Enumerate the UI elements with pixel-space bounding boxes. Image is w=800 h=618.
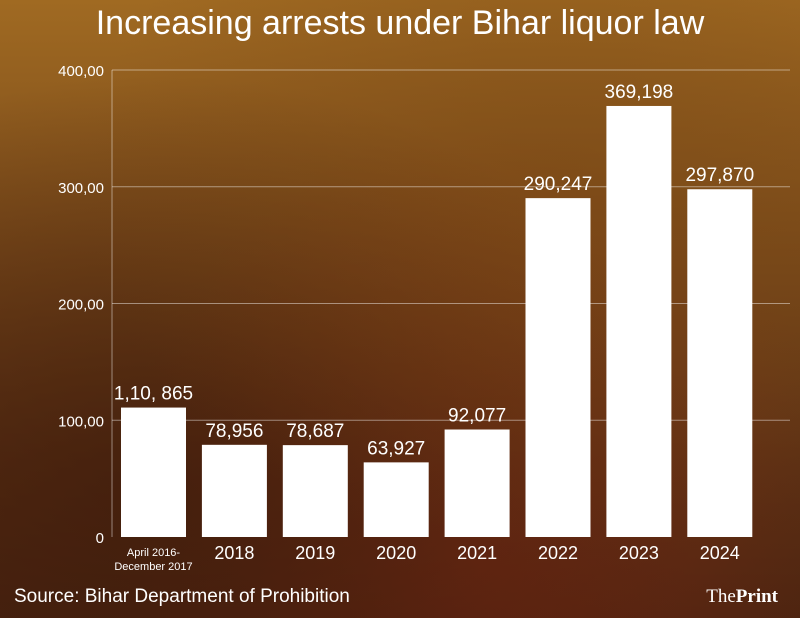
bar — [201, 444, 267, 537]
x-tick-label: 2024 — [700, 543, 740, 563]
bar — [606, 105, 672, 537]
x-tick-label: December 2017 — [114, 561, 192, 573]
bar — [525, 198, 591, 537]
logo-print: Print — [735, 586, 778, 607]
y-tick-label: 400,00 — [58, 63, 104, 80]
bar — [687, 189, 753, 538]
data-label: 78,687 — [286, 421, 344, 442]
data-label: 369,198 — [605, 82, 674, 103]
y-tick-label: 200,00 — [58, 297, 104, 314]
x-tick-label: April 2016- — [127, 547, 181, 559]
bar — [121, 407, 186, 537]
bar — [282, 445, 348, 537]
y-tick-label: 0 — [96, 530, 104, 547]
data-label: 92,077 — [448, 406, 506, 427]
data-label: 63,927 — [367, 438, 425, 459]
theprint-logo: ThePrint — [706, 586, 778, 608]
x-tick-label: 2019 — [295, 543, 335, 563]
x-tick-label: 2021 — [457, 543, 497, 563]
x-tick-label: 2018 — [214, 543, 254, 563]
data-label: 297,870 — [685, 165, 754, 186]
bar — [363, 462, 429, 537]
bar — [444, 429, 510, 537]
data-label: 290,247 — [524, 174, 593, 195]
x-tick-label: 2022 — [538, 543, 578, 563]
y-tick-label: 100,00 — [58, 413, 104, 430]
logo-the: The — [706, 586, 736, 607]
x-tick-label: 2023 — [619, 543, 659, 563]
source-note: Source: Bihar Department of Prohibition — [14, 586, 350, 607]
data-label: 1,10, 865 — [114, 384, 193, 405]
data-label: 78,956 — [205, 421, 263, 442]
y-tick-label: 300,00 — [58, 180, 104, 197]
x-tick-label: 2020 — [376, 543, 416, 563]
chart-title: Increasing arrests under Bihar liquor la… — [95, 4, 705, 42]
